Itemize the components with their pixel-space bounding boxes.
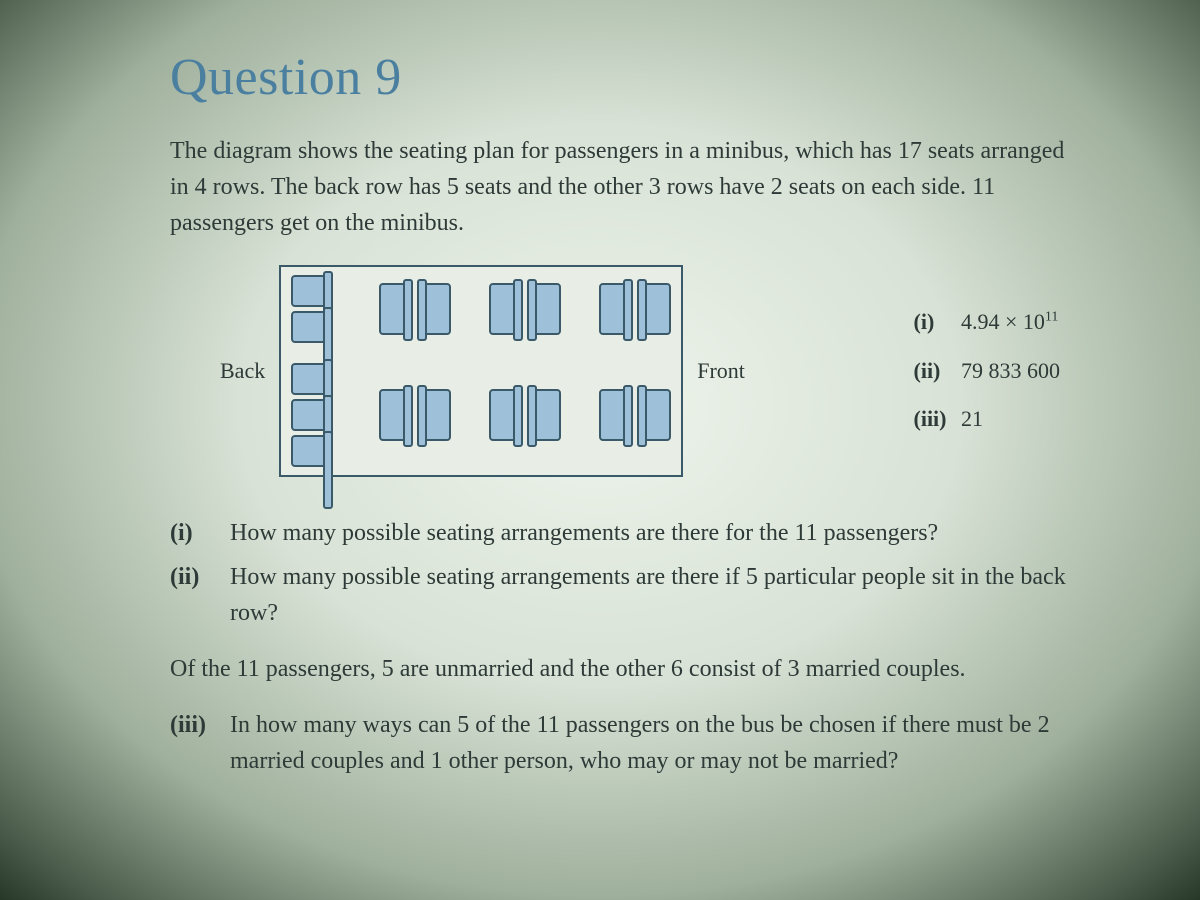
- seat: [637, 389, 671, 441]
- seat: [417, 389, 451, 441]
- middle-paragraph: Of the 11 passengers, 5 are unmarried an…: [170, 651, 1070, 687]
- bus-outline: [279, 265, 683, 477]
- seat: [417, 283, 451, 335]
- question-tag: (i): [170, 515, 212, 551]
- answer-value: 4.94 × 1011: [961, 309, 1058, 334]
- seat: [527, 389, 561, 441]
- question-iii: (iii) In how many ways can 5 of the 11 p…: [170, 707, 1070, 779]
- answer-prefix: 4.94 × 10: [961, 309, 1045, 334]
- answer-tag: (ii): [914, 347, 956, 395]
- answers-block: (i) 4.94 × 1011 (ii) 79 833 600 (iii) 21: [914, 298, 1071, 443]
- question-text: How many possible seating arrangements a…: [230, 559, 1070, 631]
- seat-row-top: [291, 275, 671, 343]
- back-seats-bottom: [291, 363, 333, 467]
- question-iii-block: (iii) In how many ways can 5 of the 11 p…: [170, 707, 1070, 779]
- seat-pair: [489, 283, 561, 335]
- seat: [599, 283, 633, 335]
- seat-row-bottom: [291, 363, 671, 467]
- seat-pair: [379, 283, 451, 335]
- question-title: Question 9: [170, 48, 1070, 107]
- seat-pair: [489, 389, 561, 441]
- seat: [527, 283, 561, 335]
- question-page: Question 9 The diagram shows the seating…: [0, 0, 1200, 900]
- seat: [379, 389, 413, 441]
- answer-tag: (iii): [914, 395, 956, 443]
- back-label: Back: [220, 358, 265, 384]
- seat: [637, 283, 671, 335]
- intro-text: The diagram shows the seating plan for p…: [170, 133, 1070, 241]
- questions-list: (i) How many possible seating arrangemen…: [170, 515, 1070, 631]
- answer-i: (i) 4.94 × 1011: [914, 298, 1061, 346]
- question-tag: (iii): [170, 707, 212, 779]
- answer-iii: (iii) 21: [914, 395, 1061, 443]
- question-tag: (ii): [170, 559, 212, 631]
- answer-exponent: 11: [1045, 310, 1058, 325]
- question-ii: (ii) How many possible seating arrangeme…: [170, 559, 1070, 631]
- answer-value: 79 833 600: [961, 358, 1060, 383]
- question-text: In how many ways can 5 of the 11 passeng…: [230, 707, 1070, 779]
- seat-pair: [379, 389, 451, 441]
- answer-value: 21: [961, 406, 983, 431]
- seat: [291, 275, 333, 307]
- seat: [291, 435, 333, 467]
- seat: [291, 399, 333, 431]
- answer-ii: (ii) 79 833 600: [914, 347, 1061, 395]
- seat: [291, 363, 333, 395]
- diagram-row: Back: [170, 265, 1070, 477]
- bus-diagram: Back: [220, 265, 745, 477]
- front-label: Front: [697, 358, 745, 384]
- seat-pair: [599, 389, 671, 441]
- seat: [291, 311, 333, 343]
- seat: [599, 389, 633, 441]
- seat: [489, 283, 523, 335]
- back-seats-top: [291, 275, 333, 343]
- seat: [489, 389, 523, 441]
- question-text: How many possible seating arrangements a…: [230, 515, 938, 551]
- seat: [379, 283, 413, 335]
- question-i: (i) How many possible seating arrangemen…: [170, 515, 1070, 551]
- seat-pair: [599, 283, 671, 335]
- answer-tag: (i): [914, 298, 956, 346]
